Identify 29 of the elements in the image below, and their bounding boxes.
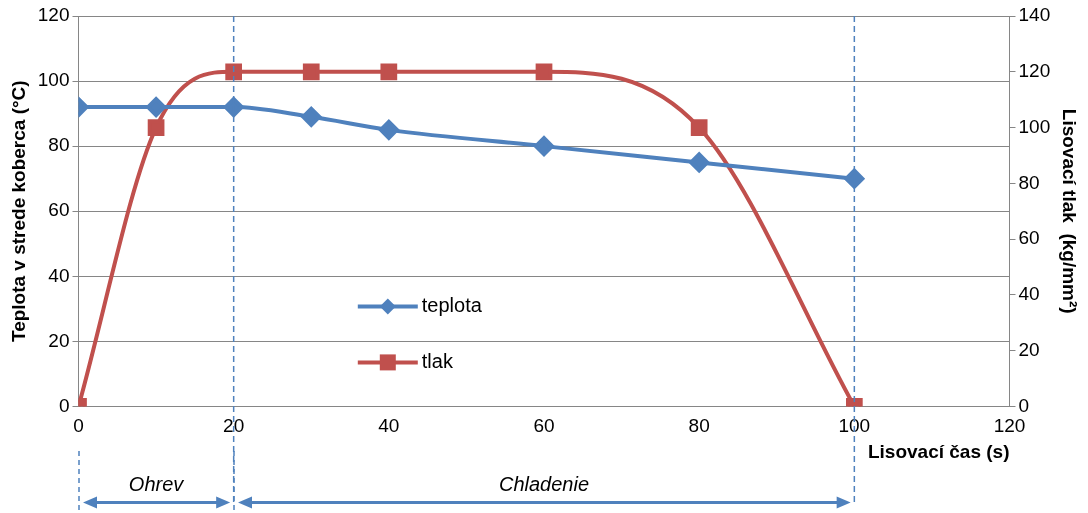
legend-label: tlak <box>421 349 454 372</box>
y2-tick-label: 80 <box>1018 171 1040 193</box>
y2-tick-label: 140 <box>1018 4 1051 26</box>
y2-tick-label: 20 <box>1018 338 1040 360</box>
text: Ohrev <box>128 472 185 495</box>
y2-tick-label: 100 <box>1018 115 1051 137</box>
y-axis-title: Teplota v strede koberca (°C) <box>7 80 29 343</box>
y2-tick-label: 0 <box>1018 394 1030 416</box>
y-tick-label: 120 <box>37 4 70 26</box>
x-tick-label: 20 <box>223 415 245 437</box>
text: Chladenie <box>498 472 590 495</box>
y2-tick-label: 40 <box>1018 283 1040 305</box>
x-tick-label: 60 <box>533 415 555 437</box>
x-tick-label: 0 <box>73 415 84 437</box>
y2-axis-title: Lisovací tlak (kg/mm²) <box>1059 108 1081 314</box>
legend-label: teplota <box>421 293 483 316</box>
x-tick-label: 100 <box>838 415 871 437</box>
x-tick-label: 80 <box>688 415 710 437</box>
y2-tick-label: 60 <box>1018 227 1040 249</box>
y-tick-label: 60 <box>48 199 70 221</box>
x-tick-label: 40 <box>378 415 400 437</box>
y-tick-label: 40 <box>48 264 70 286</box>
y-tick-label: 80 <box>48 134 70 156</box>
y-tick-label: 100 <box>37 69 70 91</box>
y-tick-label: 20 <box>48 329 70 351</box>
y-tick-label: 0 <box>58 394 70 416</box>
x-tick-label: 120 <box>993 415 1026 437</box>
x-axis-title: Lisovací čas (s) <box>867 440 1010 462</box>
y2-tick-label: 120 <box>1018 60 1051 82</box>
